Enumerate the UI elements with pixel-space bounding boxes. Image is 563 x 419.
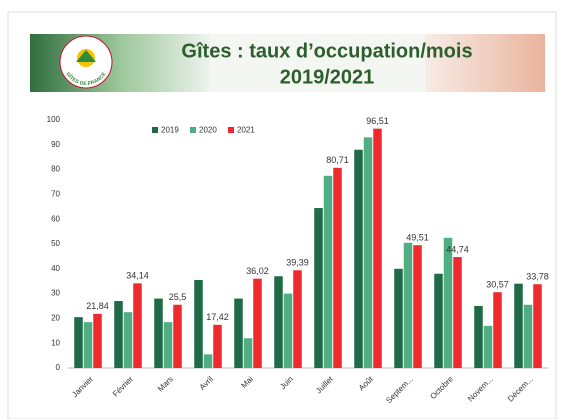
bar [84, 322, 93, 368]
legend-swatch [228, 127, 234, 133]
chart-title: Gîtes : taux d’occupation/mois [181, 40, 472, 62]
y-tick-label: 80 [51, 165, 60, 174]
y-tick-label: 40 [51, 264, 60, 273]
bar [373, 129, 382, 368]
bar [154, 299, 163, 368]
value-label: 80,71 [326, 155, 349, 165]
y-tick-label: 0 [56, 363, 61, 372]
bar [194, 280, 203, 368]
legend-swatch [190, 127, 196, 133]
value-label: 36,02 [246, 266, 269, 276]
legend-label: 2021 [237, 126, 255, 135]
value-label: 44,74 [446, 244, 469, 254]
bar [274, 276, 283, 368]
value-label: 17,42 [206, 312, 229, 322]
chart-subtitle: 2019/2021 [280, 66, 375, 88]
value-label: 21,84 [86, 301, 109, 311]
bar [173, 305, 182, 368]
value-label: 33,78 [526, 272, 549, 282]
value-label: 25,5 [169, 292, 187, 302]
bar [133, 283, 142, 368]
value-label: 39,39 [286, 258, 309, 268]
bar [364, 137, 373, 368]
y-tick-label: 100 [47, 115, 61, 124]
y-tick-label: 60 [51, 214, 60, 223]
bar [444, 238, 453, 368]
bar [333, 168, 342, 368]
bar [354, 150, 363, 368]
bar [474, 306, 483, 368]
bar [514, 284, 523, 368]
value-label: 34,14 [126, 271, 149, 281]
bar [284, 294, 293, 368]
bar [484, 326, 493, 368]
legend-swatch [152, 127, 158, 133]
bar [234, 299, 243, 368]
legend-label: 2020 [199, 126, 217, 135]
bar [244, 338, 253, 368]
bar [314, 208, 323, 368]
y-tick-label: 30 [51, 289, 60, 298]
bar [413, 245, 422, 368]
y-tick-label: 90 [51, 140, 60, 149]
bar [524, 305, 533, 368]
bar [74, 317, 83, 368]
bar [394, 269, 403, 368]
bar [114, 301, 123, 368]
bar [93, 314, 102, 368]
y-tick-label: 70 [51, 190, 60, 199]
slide: GÎTES DE FRANCE Gîtes : taux d’occupatio… [0, 0, 563, 419]
bar [453, 257, 462, 368]
bar [124, 312, 133, 368]
bar [404, 243, 413, 368]
bar [253, 279, 262, 368]
bar [293, 270, 302, 368]
bar [204, 354, 213, 368]
y-tick-label: 50 [51, 239, 60, 248]
legend-label: 2019 [161, 126, 179, 135]
bar [324, 176, 333, 368]
y-tick-label: 20 [51, 314, 60, 323]
bar [434, 274, 443, 368]
value-label: 30,57 [486, 280, 509, 290]
value-label: 96,51 [366, 116, 389, 126]
bar [213, 325, 222, 368]
bar [164, 322, 173, 368]
value-label: 49,51 [406, 233, 429, 243]
y-tick-label: 10 [51, 338, 60, 347]
bar [533, 284, 542, 368]
bar [493, 292, 502, 368]
